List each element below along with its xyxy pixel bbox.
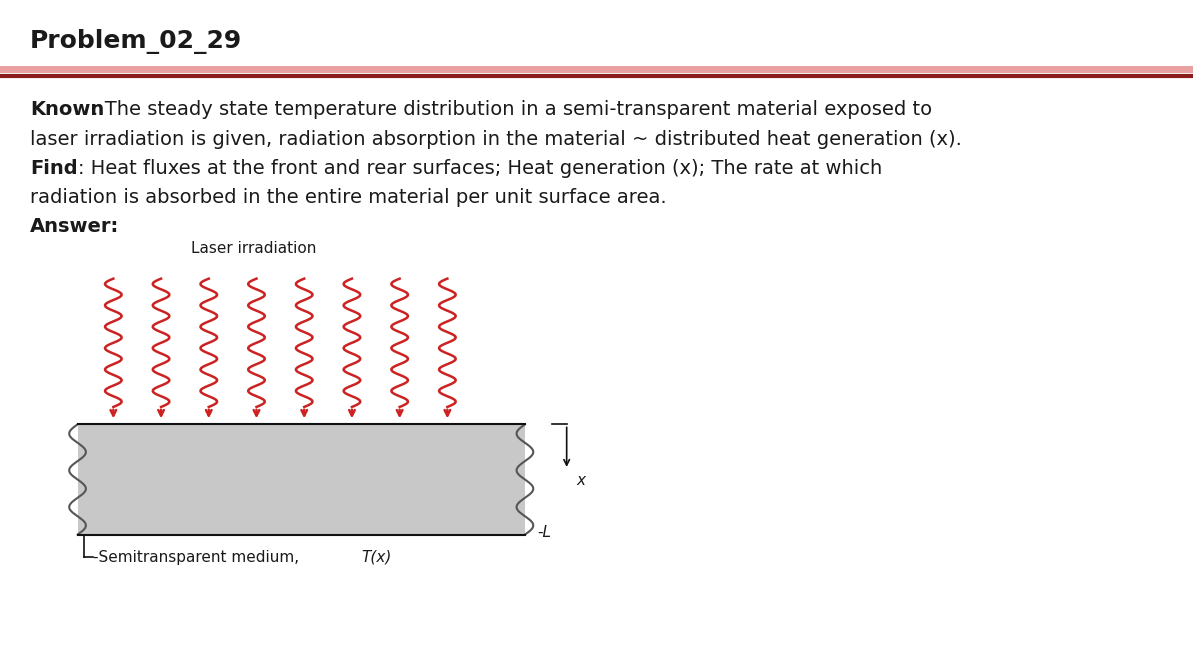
Text: T(x): T(x) bbox=[361, 550, 391, 565]
Text: Problem_02_29: Problem_02_29 bbox=[30, 29, 242, 54]
Text: laser irradiation is given, radiation absorption in the material ~ distributed h: laser irradiation is given, radiation ab… bbox=[30, 130, 962, 148]
Text: : Heat fluxes at the front and rear surfaces; Heat generation (x); The rate at w: : Heat fluxes at the front and rear surf… bbox=[78, 159, 882, 178]
Text: x: x bbox=[576, 473, 586, 488]
Text: Laser irradiation: Laser irradiation bbox=[191, 241, 316, 256]
Text: Answer:: Answer: bbox=[30, 217, 119, 236]
Text: Find: Find bbox=[30, 159, 78, 178]
Text: -Semitransparent medium,: -Semitransparent medium, bbox=[93, 550, 304, 565]
Bar bbox=[78, 424, 525, 535]
Text: : The steady state temperature distribution in a semi-transparent material expos: : The steady state temperature distribut… bbox=[92, 100, 932, 119]
Text: -L: -L bbox=[537, 525, 551, 540]
Text: Known: Known bbox=[30, 100, 104, 119]
Text: radiation is absorbed in the entire material per unit surface area.: radiation is absorbed in the entire mate… bbox=[30, 188, 667, 207]
